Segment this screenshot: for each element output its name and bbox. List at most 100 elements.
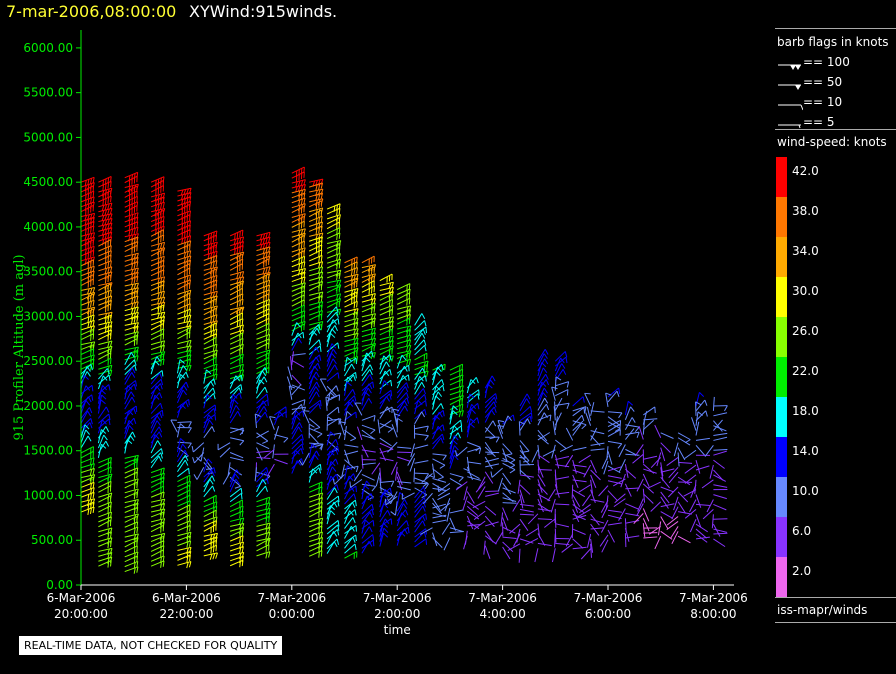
- barb-flag: [367, 387, 372, 394]
- wind-barb: [308, 463, 322, 474]
- barb-flag: [189, 535, 192, 542]
- wind-barb: [326, 510, 336, 525]
- barb-flag: [133, 567, 136, 574]
- wind-barb: [308, 550, 323, 558]
- barb-staff: [308, 313, 323, 321]
- barb-flag: [320, 178, 324, 185]
- barb-staff: [80, 429, 87, 444]
- wind-barb: [177, 243, 191, 253]
- barb-flag: [181, 403, 186, 409]
- barb-staff: [177, 480, 191, 487]
- barb-flag: [183, 252, 186, 259]
- barb-staff: [502, 443, 513, 455]
- wind-barb: [379, 442, 393, 450]
- barb-staff: [177, 401, 187, 413]
- barb-flag: [107, 557, 110, 564]
- barb-flag: [327, 416, 333, 421]
- barb-flag: [303, 241, 305, 248]
- barb-staff: [80, 348, 94, 355]
- barb-staff: [414, 388, 424, 400]
- barb-flag: [583, 407, 586, 414]
- barb-flag: [458, 476, 464, 482]
- wind-barb: [396, 375, 407, 389]
- barb-flag: [315, 386, 320, 392]
- barb-staff: [124, 311, 139, 317]
- wind-barb: [525, 538, 539, 546]
- barb-staff: [177, 292, 191, 300]
- barb-staff: [203, 244, 217, 252]
- barb-staff: [414, 538, 427, 548]
- wind-barb: [291, 205, 305, 215]
- barb-staff: [256, 293, 270, 301]
- barb-flag: [389, 487, 392, 494]
- wind-barb: [177, 449, 189, 463]
- wind-barb: [256, 352, 270, 361]
- barb-flag: [241, 338, 244, 345]
- barb-flag: [133, 312, 137, 319]
- barb-staff: [80, 487, 95, 493]
- wind-barb: [377, 419, 381, 434]
- barb-flag: [215, 234, 218, 242]
- wind-barb: [519, 393, 531, 407]
- barb-flag: [241, 299, 244, 306]
- barb-flag: [207, 458, 213, 464]
- wind-barb: [361, 374, 373, 387]
- barb-flag: [404, 499, 408, 505]
- wind-barb: [274, 458, 288, 465]
- barb-flag: [265, 517, 268, 524]
- barb-staff: [326, 531, 334, 545]
- barb-staff: [519, 440, 530, 452]
- wind-barb: [414, 393, 427, 405]
- barb-staff: [607, 480, 622, 485]
- barb-staff: [578, 484, 591, 493]
- barb-flag: [315, 346, 320, 353]
- barb-flag: [136, 471, 138, 479]
- wind-barb: [177, 514, 191, 522]
- wind-barb: [256, 485, 268, 498]
- barb-flag: [265, 503, 268, 510]
- barb-staff: [80, 176, 95, 183]
- barb-flag: [318, 527, 320, 534]
- barb-flag: [186, 556, 189, 563]
- barb-staff: [256, 379, 261, 394]
- wind-barb: [344, 501, 356, 515]
- wind-barb: [361, 332, 376, 340]
- barb-staff: [124, 545, 138, 553]
- barb-flag: [136, 331, 139, 338]
- barb-staff: [98, 560, 112, 567]
- barb-flag: [316, 391, 320, 398]
- barb-staff: [590, 513, 600, 526]
- barb-staff: [98, 461, 112, 469]
- chart-title: XYWind:915winds.: [189, 2, 338, 21]
- barb-staff: [586, 406, 592, 421]
- barb-staff: [462, 496, 468, 510]
- wind-barb: [291, 434, 304, 445]
- barb-flag: [386, 396, 390, 402]
- barb-staff: [467, 471, 480, 480]
- barb-staff: [477, 486, 486, 499]
- barb-staff: [600, 519, 609, 533]
- barb-staff: [308, 399, 321, 410]
- barb-staff: [177, 263, 191, 271]
- barb-flag: [136, 233, 139, 240]
- barb-flag: [107, 538, 110, 545]
- barb-flag: [162, 296, 166, 303]
- wind-barb: [502, 472, 512, 485]
- barb-flag: [509, 469, 516, 474]
- barb-staff: [98, 289, 112, 296]
- wind-barb: [309, 261, 324, 269]
- barb-flag: [107, 197, 110, 204]
- barb-flag: [543, 353, 548, 359]
- barb-flag: [236, 469, 241, 475]
- wind-barb: [555, 402, 570, 409]
- barb-staff: [344, 363, 353, 377]
- barb-flag: [189, 229, 191, 236]
- wind-barb: [344, 485, 357, 495]
- barb-flag: [255, 413, 261, 417]
- barb-staff: [572, 546, 587, 550]
- barb-staff: [203, 552, 218, 557]
- barb-flag: [320, 531, 323, 539]
- barb-staff: [203, 230, 218, 237]
- barb-flag: [133, 408, 137, 415]
- barb-flag: [329, 391, 335, 397]
